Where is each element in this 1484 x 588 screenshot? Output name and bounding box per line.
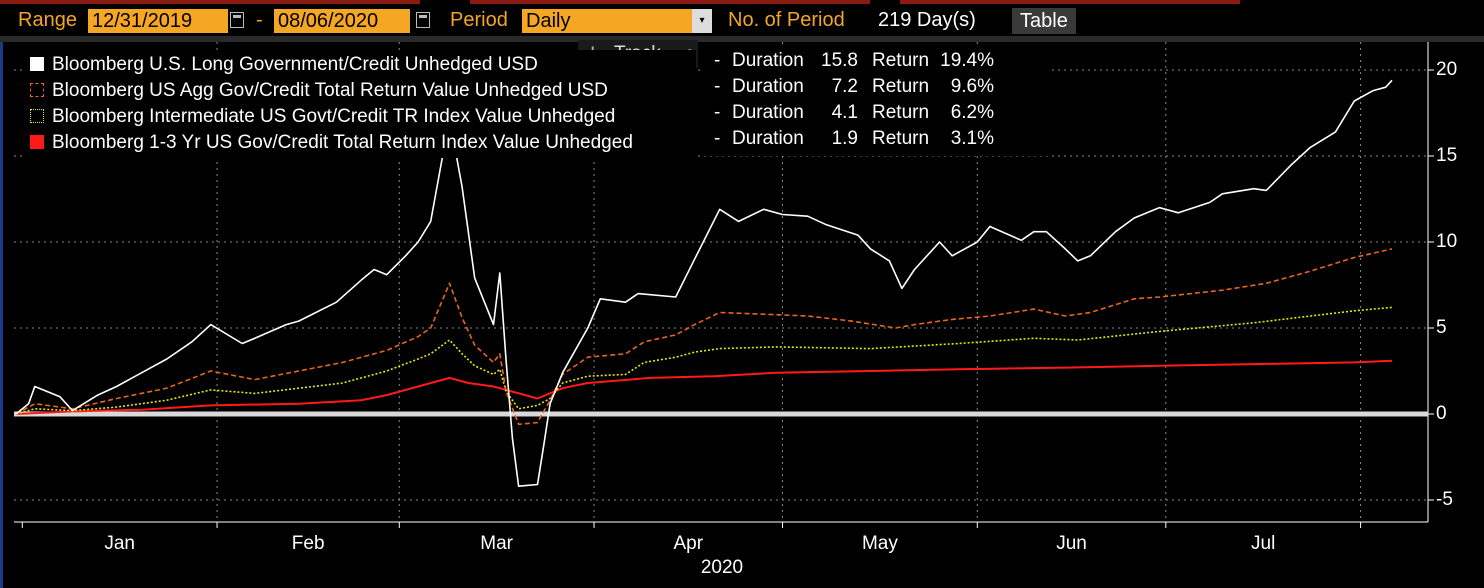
period-label: Period <box>450 9 508 31</box>
num-period-label: No. of Period <box>728 9 845 31</box>
y-tick-label: 20 <box>1436 59 1458 80</box>
x-tick-label: Jul <box>1251 533 1276 554</box>
start-calendar-icon[interactable] <box>230 12 244 28</box>
x-tick-label: Jun <box>1056 533 1087 554</box>
x-tick-label: May <box>861 533 898 554</box>
duration-value: 1.9 <box>831 128 858 149</box>
chart-toolbar: Range 12/31/2019 - 08/06/2020 Period Dai… <box>0 6 1484 36</box>
x-tick-label: Mar <box>480 533 514 554</box>
duration-return-annotations: - Duration 15.8 Return 19.4% - Duration … <box>700 48 1050 156</box>
legend-label: Bloomberg US Agg Gov/Credit Total Return… <box>52 80 608 101</box>
window-left-edge <box>0 42 3 588</box>
range-dash: - <box>256 9 263 31</box>
x-tick-label: Feb <box>291 533 325 554</box>
legend-label: Bloomberg Intermediate US Govt/Credit TR… <box>52 106 616 127</box>
return-value: 9.6% <box>950 76 994 97</box>
start-date-field[interactable]: 12/31/2019 <box>88 9 228 33</box>
return-value: 6.2% <box>950 102 994 123</box>
duration-label: Duration <box>732 102 804 123</box>
legend-swatch <box>30 109 44 123</box>
legend-label: Bloomberg 1-3 Yr US Gov/Credit Total Ret… <box>52 132 633 153</box>
chart-legend: Bloomberg U.S. Long Government/Credit Un… <box>24 50 696 158</box>
return-label: Return <box>872 128 930 149</box>
subtab-strip <box>0 36 1484 42</box>
y-tick-label: 0 <box>1436 403 1447 424</box>
series-line-1 <box>15 79 1393 488</box>
annotation-dash: - <box>714 128 721 149</box>
return-label: Return <box>872 102 930 123</box>
legend-swatch <box>30 135 44 149</box>
duration-value: 7.2 <box>831 76 858 97</box>
duration-label: Duration <box>732 76 804 97</box>
annotation-dash: - <box>714 50 721 71</box>
annotation-dash: - <box>714 76 721 97</box>
duration-label: Duration <box>732 128 804 149</box>
x-axis-year-label: 2020 <box>700 557 744 578</box>
table-button[interactable]: Table <box>1012 8 1076 34</box>
legend-swatch <box>30 57 44 71</box>
duration-value: 4.1 <box>831 102 858 123</box>
duration-label: Duration <box>732 50 804 71</box>
return-label: Return <box>872 76 930 97</box>
x-tick-label: Jan <box>104 533 135 554</box>
legend-swatch <box>30 83 44 97</box>
legend-label: Bloomberg U.S. Long Government/Credit Un… <box>52 54 538 75</box>
annotation-dash: - <box>714 102 721 123</box>
end-date-field[interactable]: 08/06/2020 <box>274 9 410 33</box>
y-tick-label: -5 <box>1436 489 1453 510</box>
return-value: 3.1% <box>950 128 994 149</box>
chevron-down-icon[interactable]: ▾ <box>692 9 712 33</box>
duration-value: 15.8 <box>821 50 858 71</box>
x-tick-label: Apr <box>673 533 704 554</box>
y-tick-label: 10 <box>1436 231 1458 252</box>
series-line-2 <box>15 248 1393 426</box>
y-tick-label: 15 <box>1436 145 1458 166</box>
y-tick-label: 5 <box>1436 317 1447 338</box>
top-tab-strip <box>0 0 1484 6</box>
return-label: Return <box>872 50 930 71</box>
return-value: 19.4% <box>940 50 994 71</box>
range-label: Range <box>18 9 77 31</box>
series-line-4 <box>15 359 1393 415</box>
num-period-value: 219 Day(s) <box>878 9 976 31</box>
end-calendar-icon[interactable] <box>416 12 430 28</box>
period-select[interactable]: Daily <box>522 9 692 33</box>
series-line-3 <box>15 306 1393 415</box>
